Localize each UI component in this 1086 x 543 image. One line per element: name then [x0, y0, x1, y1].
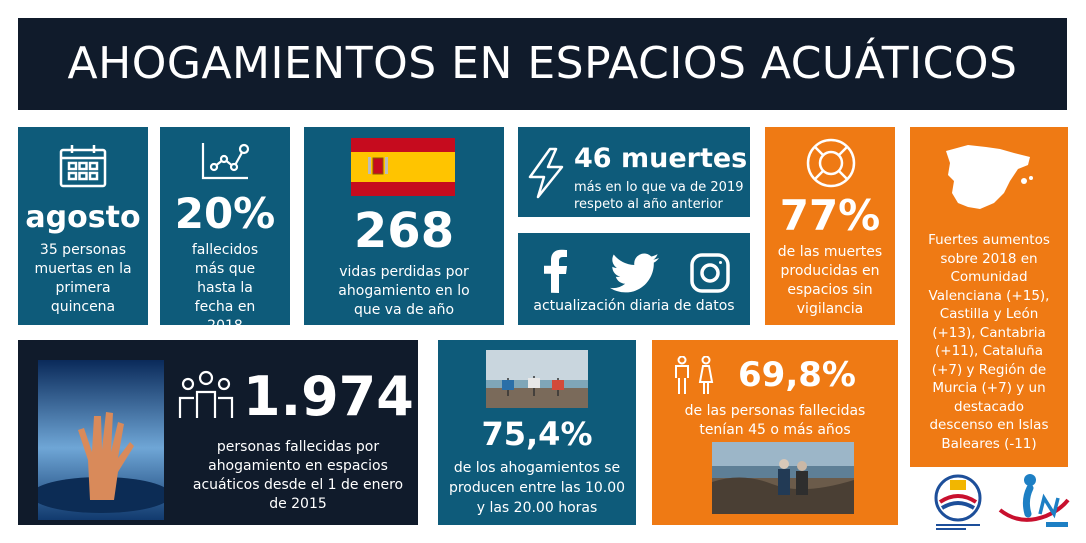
line-chart-icon — [200, 141, 250, 181]
hours-text: de los ahogamientos se producen entre la… — [448, 460, 626, 516]
instagram-icon[interactable] — [690, 253, 730, 293]
card-age: 69,8% de las personas fallecidas tenían … — [652, 340, 898, 525]
twitter-icon[interactable] — [610, 253, 660, 293]
card-total: 1.974 personas fallecidas por ahogamient… — [18, 340, 418, 525]
pct77-text: de las muertes producidas en espacios si… — [777, 244, 883, 317]
calendar-icon — [58, 143, 108, 189]
pct20-headline: 20% — [174, 189, 276, 238]
card-46-muertes: 46 muertes más en lo que va de 2019 resp… — [518, 127, 750, 217]
agosto-text: 35 personas muertas en la primera quince… — [34, 242, 132, 315]
facebook-icon[interactable] — [540, 249, 570, 293]
rfess-logo — [930, 472, 986, 532]
age-headline: 69,8% — [738, 355, 856, 395]
card-268: 268 vidas perdidas por ahogamiento en lo… — [304, 127, 504, 325]
pct77-headline: 77% — [779, 191, 881, 240]
title-banner: AHOGAMIENTOS EN ESPACIOS ACUÁTICOS — [18, 18, 1067, 110]
agosto-headline: agosto — [25, 200, 141, 235]
total-headline: 1.974 — [243, 365, 414, 428]
card-20-percent: 20% fallecidos más que hasta la fecha en… — [160, 127, 290, 334]
pct20-text: fallecidos más que hasta la fecha en 201… — [191, 242, 259, 334]
beach-chairs-photo — [486, 350, 588, 408]
beach-elderly-photo — [712, 442, 854, 514]
card-hours: 75,4% de los ahogamientos se producen en… — [438, 340, 636, 525]
lightning-icon — [526, 147, 566, 199]
hours-headline: 75,4% — [481, 415, 593, 453]
social-text: actualización diaria de datos — [533, 298, 735, 314]
age-text: de las personas fallecidas tenían 45 o m… — [684, 403, 866, 438]
lives-headline: 268 — [353, 203, 455, 259]
card-77-percent: 77% de las muertes producidas en espacio… — [765, 127, 895, 325]
man-woman-icon — [670, 356, 720, 396]
card-social: actualización diaria de datos — [518, 233, 750, 325]
deaths46-text: más en lo que va de 2019 respeto al año … — [574, 180, 744, 212]
total-text: personas fallecidas por ahogamiento en e… — [192, 439, 404, 512]
people-group-icon — [176, 370, 236, 420]
deaths46-headline: 46 muertes — [574, 143, 748, 174]
lifebuoy-icon — [805, 137, 857, 189]
card-agosto: agosto 35 personas muertas en la primera… — [18, 127, 148, 325]
card-regions: Fuertes aumentos sobre 2018 en Comunidad… — [910, 127, 1068, 467]
page-title: AHOGAMIENTOS EN ESPACIOS ACUÁTICOS — [67, 38, 1018, 89]
spain-flag-icon — [351, 138, 455, 196]
drowning-hand-photo — [38, 360, 164, 520]
regions-text: Fuertes aumentos sobre 2018 en Comunidad… — [928, 232, 1050, 452]
lives-text: vidas perdidas por ahogamiento en lo que… — [338, 264, 470, 318]
spain-map-icon — [938, 137, 1038, 217]
ina-logo — [996, 470, 1072, 530]
